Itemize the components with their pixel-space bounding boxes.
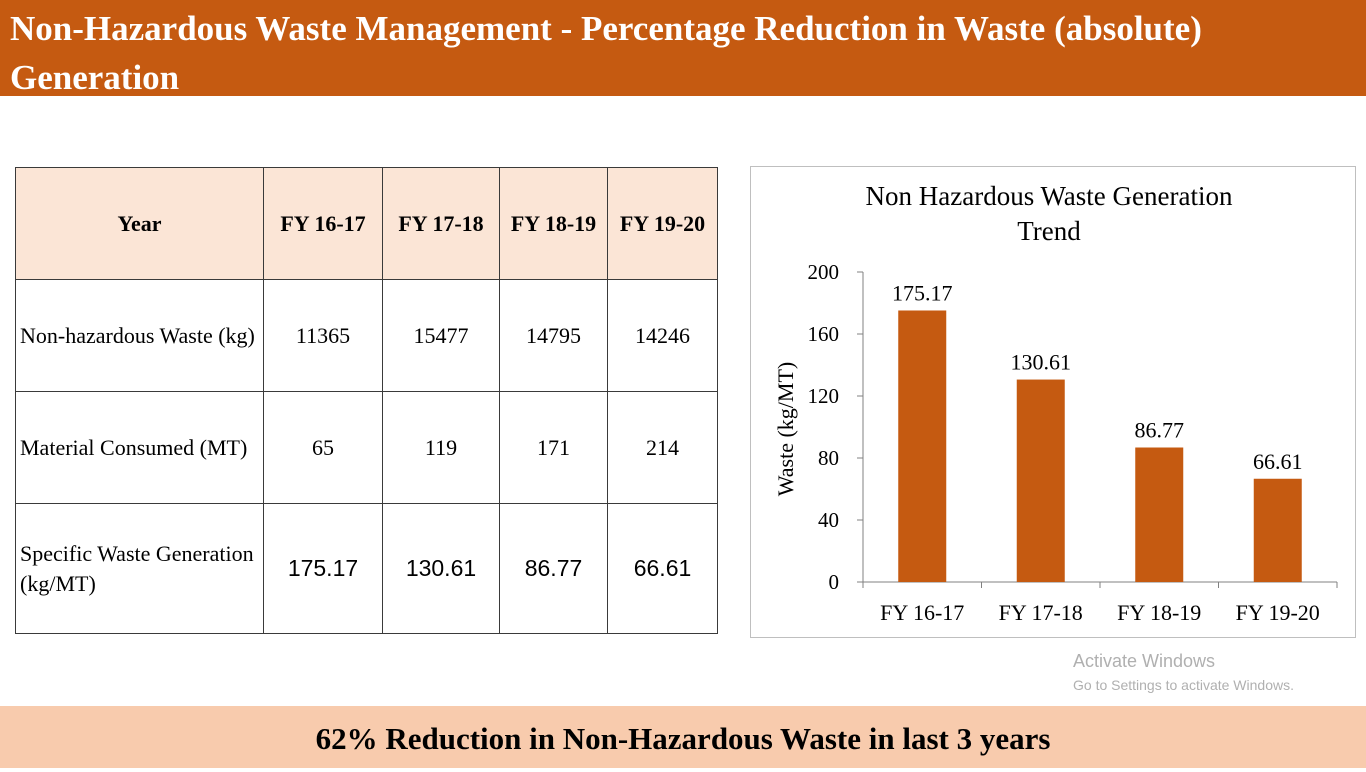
table-cell: 65 [263, 391, 383, 504]
row-label: Material Consumed (MT) [15, 391, 264, 504]
bar [1016, 379, 1065, 582]
y-tick-label: 200 [808, 260, 840, 284]
table-header-cell: FY 18-19 [499, 167, 608, 280]
y-tick-label: 80 [818, 446, 839, 470]
table-cell: 14246 [607, 279, 718, 392]
table-cell: 15477 [382, 279, 500, 392]
table-cell: 86.77 [499, 503, 608, 634]
x-tick-label: FY 19-20 [1236, 600, 1320, 625]
table-cell: 119 [382, 391, 500, 504]
y-axis-label: Waste (kg/MT) [773, 362, 798, 496]
page-title: Non-Hazardous Waste Management - Percent… [10, 9, 1202, 97]
bar [898, 310, 947, 582]
data-label: 175.17 [892, 280, 953, 305]
x-tick-label: FY 18-19 [1117, 600, 1201, 625]
data-label: 66.61 [1253, 449, 1303, 474]
table-cell: 214 [607, 391, 718, 504]
table-header-row: Year FY 16-17 FY 17-18 FY 18-19 FY 19-20 [15, 167, 718, 280]
summary-banner: 62% Reduction in Non-Hazardous Waste in … [0, 706, 1366, 768]
data-label: 86.77 [1135, 418, 1185, 443]
table-header-cell: Year [15, 167, 264, 280]
activation-watermark-title: Activate Windows [1073, 651, 1216, 671]
y-tick-label: 40 [818, 508, 839, 532]
table-row: Specific Waste Generation (kg/MT) 175.17… [15, 503, 718, 634]
bar [1253, 478, 1302, 582]
y-tick-label: 160 [808, 322, 840, 346]
table-cell: 66.61 [607, 503, 718, 634]
bar [1135, 447, 1184, 582]
table-row: Material Consumed (MT) 65 119 171 214 [15, 391, 718, 504]
table-cell: 130.61 [382, 503, 500, 634]
x-tick-label: FY 17-18 [999, 600, 1083, 625]
table-cell: 14795 [499, 279, 608, 392]
chart-canvas: Non Hazardous Waste Generation Trend Was… [773, 181, 1338, 625]
x-tick-label: FY 16-17 [880, 600, 964, 625]
chart-title-line: Non Hazardous Waste Generation [866, 181, 1233, 211]
summary-text: 62% Reduction in Non-Hazardous Waste in … [315, 721, 1051, 756]
row-label: Non-hazardous Waste (kg) [15, 279, 264, 392]
row-label: Specific Waste Generation (kg/MT) [15, 503, 264, 634]
chart-title-line: Trend [1017, 216, 1081, 246]
waste-data-table: Year FY 16-17 FY 17-18 FY 18-19 FY 19-20… [15, 167, 718, 634]
plot-area: 0 40 80 120 160 200 175.17 FY 16-17 130.61 FY 17-… [808, 260, 1338, 625]
table-cell: 175.17 [263, 503, 383, 634]
table-row: Non-hazardous Waste (kg) 11365 15477 147… [15, 279, 718, 392]
y-tick-label: 0 [829, 570, 840, 594]
title-banner: Non-Hazardous Waste Management - Percent… [0, 0, 1366, 97]
y-tick-label: 120 [808, 384, 840, 408]
waste-trend-chart: Non Hazardous Waste Generation Trend Was… [750, 166, 1356, 638]
table-header-cell: FY 17-18 [382, 167, 500, 280]
table-header-cell: FY 19-20 [607, 167, 718, 280]
table-cell: 171 [499, 391, 608, 504]
activation-watermark-subtitle: Go to Settings to activate Windows. [1073, 677, 1294, 693]
table-header-cell: FY 16-17 [263, 167, 383, 280]
data-label: 130.61 [1011, 350, 1072, 375]
table-cell: 11365 [263, 279, 383, 392]
